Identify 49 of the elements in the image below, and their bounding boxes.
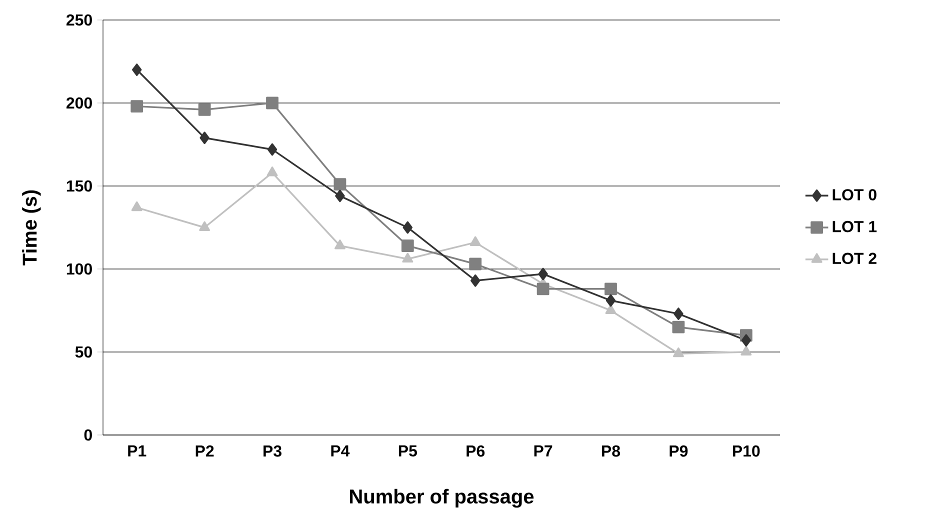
point bbox=[131, 201, 142, 212]
legend-label: LOT 0 bbox=[832, 189, 876, 200]
point bbox=[130, 100, 144, 113]
x-tick-label: P10 bbox=[732, 445, 760, 457]
point bbox=[470, 274, 480, 287]
point bbox=[267, 143, 278, 156]
point bbox=[536, 282, 550, 296]
point bbox=[672, 320, 685, 334]
point bbox=[266, 96, 278, 110]
x-tick-label: P6 bbox=[466, 445, 485, 457]
point bbox=[538, 268, 548, 280]
point bbox=[199, 221, 210, 232]
y-tick-label: 0 bbox=[84, 429, 92, 441]
legend-label: LOT 1 bbox=[832, 220, 877, 232]
x-tick-label: P4 bbox=[331, 445, 350, 456]
point bbox=[402, 221, 413, 234]
x-axis-title: Number of passage bbox=[350, 488, 534, 508]
y-tick-label: 250 bbox=[66, 14, 92, 26]
point bbox=[469, 258, 482, 270]
x-tick-label: P3 bbox=[264, 445, 282, 457]
y-tick-label: 100 bbox=[66, 263, 92, 275]
x-tick-label: P8 bbox=[602, 445, 620, 457]
point bbox=[741, 334, 752, 347]
point bbox=[402, 252, 414, 263]
y-tick-label: 50 bbox=[75, 346, 92, 358]
point bbox=[200, 132, 210, 144]
point bbox=[606, 294, 616, 307]
x-tick-label: P1 bbox=[128, 445, 146, 456]
point bbox=[674, 308, 684, 320]
y-tick-label: 200 bbox=[66, 97, 92, 109]
x-tick-label: P5 bbox=[398, 445, 417, 457]
point bbox=[198, 103, 211, 116]
point bbox=[335, 190, 345, 202]
point bbox=[266, 166, 278, 176]
x-tick-label: P7 bbox=[534, 445, 552, 456]
point bbox=[334, 178, 346, 191]
point bbox=[605, 304, 616, 314]
x-tick-label: P2 bbox=[196, 445, 214, 457]
point bbox=[604, 282, 617, 296]
point bbox=[132, 64, 142, 76]
point bbox=[740, 346, 752, 356]
point bbox=[672, 347, 684, 358]
legend-label: LOT 2 bbox=[832, 252, 876, 264]
point bbox=[401, 240, 414, 252]
point bbox=[334, 240, 346, 250]
point bbox=[470, 236, 481, 246]
y-axis-title: Time (s) bbox=[22, 190, 41, 266]
y-tick-label: 150 bbox=[66, 180, 92, 192]
x-tick-label: P9 bbox=[670, 445, 688, 457]
